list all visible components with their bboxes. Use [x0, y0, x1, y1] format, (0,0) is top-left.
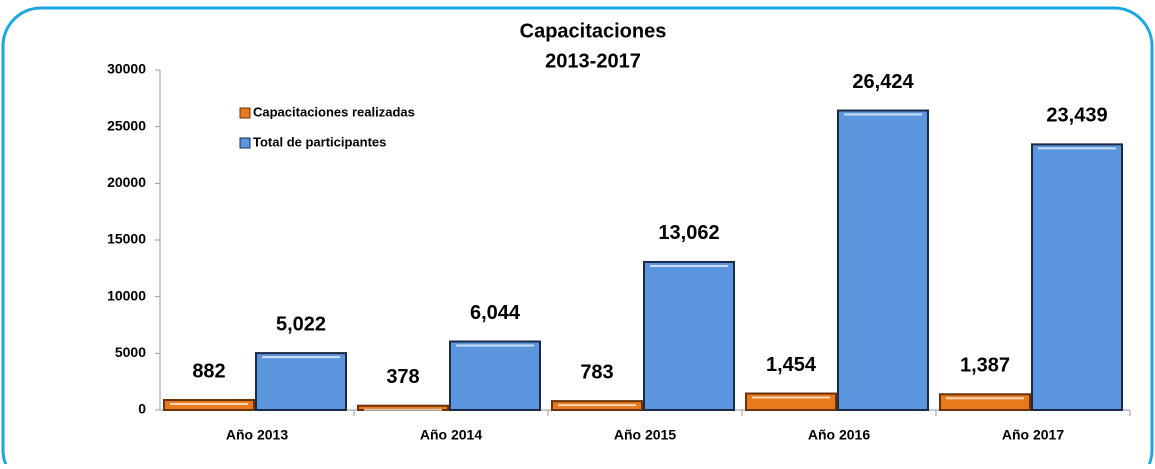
legend-label: Total de participantes [253, 134, 386, 149]
x-tick-label: Año 2015 [614, 427, 676, 443]
value-label: 26,424 [852, 71, 914, 93]
value-label: 5,022 [276, 313, 326, 335]
chart-title: Capacitaciones [520, 20, 667, 42]
y-tick-label: 5000 [115, 344, 146, 360]
y-tick-label: 10000 [107, 287, 146, 303]
x-tick-label: Año 2013 [226, 427, 288, 443]
frame [1, 6, 1154, 469]
bar [1031, 143, 1123, 411]
value-label: 23,439 [1046, 105, 1107, 127]
y-tick-label: 20000 [107, 174, 146, 190]
bar [449, 340, 541, 412]
bar [939, 393, 1031, 412]
legend-swatch [239, 107, 251, 119]
value-label: 6,044 [470, 302, 521, 324]
legend-label: Capacitaciones realizadas [253, 104, 415, 119]
chart-subtitle: 2013-2017 [545, 50, 641, 72]
y-tick-label: 30000 [107, 61, 146, 77]
x-tick-label: Año 2014 [420, 427, 482, 443]
value-label: 13,062 [658, 222, 719, 244]
value-label: 783 [580, 361, 613, 383]
value-label: 1,387 [960, 355, 1010, 377]
value-label: 378 [386, 366, 419, 388]
value-label: 1,454 [766, 354, 817, 376]
bar [643, 260, 735, 411]
y-tick-label: 15000 [107, 231, 146, 247]
x-tick-label: Año 2017 [1002, 427, 1064, 443]
value-label: 882 [192, 360, 225, 382]
x-tick-label: Año 2016 [808, 427, 870, 443]
bar [255, 352, 347, 412]
bar [837, 109, 929, 411]
y-tick-label: 25000 [107, 117, 146, 133]
y-tick-label: 0 [138, 401, 146, 417]
legend-swatch [239, 137, 251, 149]
bar [745, 392, 837, 411]
